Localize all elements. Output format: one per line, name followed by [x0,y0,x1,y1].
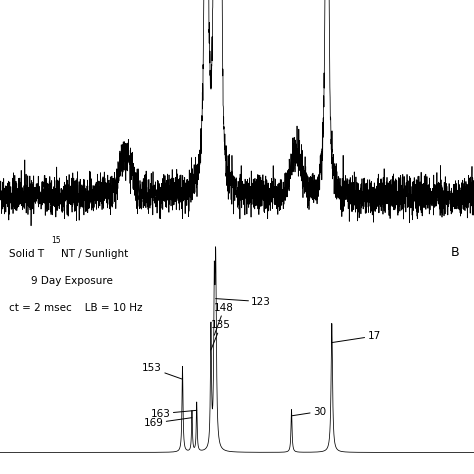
Text: 15: 15 [51,237,61,246]
Text: 135: 135 [211,320,231,350]
Text: 153: 153 [142,364,182,379]
Text: Solid T: Solid T [9,249,45,259]
Text: ct = 2 msec    LB = 10 Hz: ct = 2 msec LB = 10 Hz [9,303,143,313]
Text: 30: 30 [292,407,326,417]
Text: 9 Day Exposure: 9 Day Exposure [31,276,113,286]
Text: 148: 148 [214,303,234,335]
Text: 17: 17 [332,331,381,343]
Text: 163: 163 [151,409,197,419]
Text: 123: 123 [216,297,271,307]
Text: *: * [122,154,129,169]
Text: B: B [451,246,460,259]
Text: 169: 169 [144,418,192,428]
Text: NT / Sunlight: NT / Sunlight [61,249,128,259]
Text: *: * [292,154,300,169]
